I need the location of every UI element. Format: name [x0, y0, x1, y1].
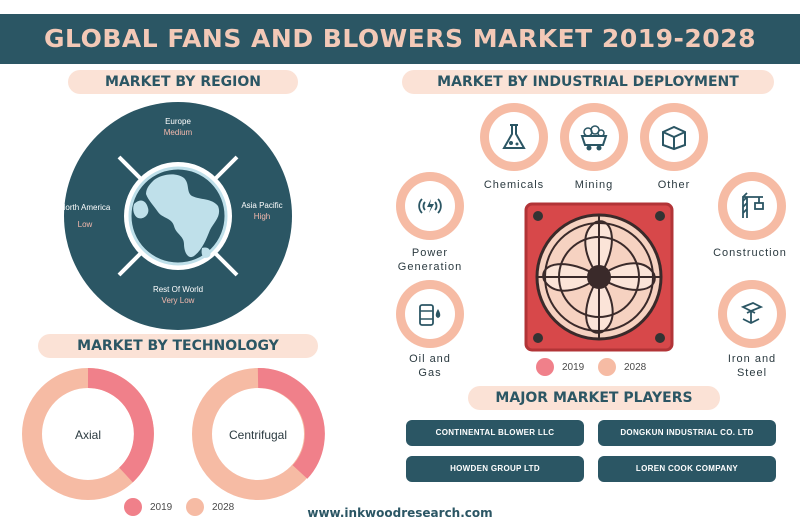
region-asia-pacific: Asia Pacific High [241, 201, 283, 221]
globe-icon [128, 166, 228, 266]
legend-2019-dot [124, 498, 142, 516]
steel-beam-icon [740, 302, 764, 325]
mine-cart-icon [580, 125, 608, 151]
industrial-legend-2028-dot [598, 358, 616, 376]
region-north-america: North America Low [59, 203, 111, 229]
box-icon [662, 125, 686, 151]
power-generation-label: Power Generation [397, 247, 463, 273]
legend-2028-label: 2028 [212, 502, 235, 513]
player-dongkun-industrial: DONGKUN INDUSTRIAL CO. LTD [598, 420, 776, 446]
tech-axial-label: Axial [74, 428, 101, 442]
other-label: Other [657, 179, 691, 191]
iron-steel-circle [718, 280, 786, 348]
legend-2019-label: 2019 [150, 502, 173, 513]
chemicals-label: Chemicals [483, 179, 545, 191]
construction-label: Construction [713, 247, 787, 259]
industrial-legend-2019-dot [536, 358, 554, 376]
player-continental-blower: CONTINENTAL BLOWER LLC [406, 420, 584, 446]
region-europe: Europe Medium [163, 117, 193, 137]
technology-heading: MARKET BY TECHNOLOGY [38, 334, 318, 358]
industrial-heading: MARKET BY INDUSTRIAL DEPLOYMENT [402, 70, 774, 94]
footer-url: www.inkwoodresearch.com [307, 506, 493, 520]
technology-rings [22, 367, 325, 500]
industrial-legend-2028-label: 2028 [624, 362, 647, 373]
oil-barrel-icon [419, 304, 441, 326]
centrifugal-ring [192, 367, 325, 500]
crane-icon [742, 192, 764, 218]
mining-label: Mining [574, 179, 614, 191]
oil-gas-label: Oil and Gas [409, 353, 451, 379]
player-howden-group: HOWDEN GROUP LTD [406, 456, 584, 482]
axial-ring [22, 368, 154, 500]
construction-circle [718, 172, 786, 240]
mining-circle [560, 103, 628, 171]
iron-steel-label: Iron and Steel [727, 353, 777, 379]
chemicals-circle [480, 103, 548, 171]
region-rest-of-world: Rest Of World Very Low [152, 285, 204, 305]
title-banner: GLOBAL FANS AND BLOWERS MARKET 2019-2028 [0, 14, 800, 64]
tech-centrifugal-label: Centrifugal [228, 428, 288, 442]
region-donut [64, 102, 292, 330]
power-icon [418, 198, 442, 214]
industrial-legend-2019-label: 2019 [562, 362, 585, 373]
fan-icon [524, 202, 674, 352]
region-heading: MARKET BY REGION [68, 70, 298, 94]
flask-icon [502, 124, 526, 149]
oil-gas-circle [396, 280, 464, 348]
page-title: GLOBAL FANS AND BLOWERS MARKET 2019-2028 [44, 24, 756, 53]
player-loren-cook: LOREN COOK COMPANY [598, 456, 776, 482]
other-circle [640, 103, 708, 171]
players-heading: MAJOR MARKET PLAYERS [468, 386, 720, 410]
power-generation-circle [396, 172, 464, 240]
legend-2028-dot [186, 498, 204, 516]
